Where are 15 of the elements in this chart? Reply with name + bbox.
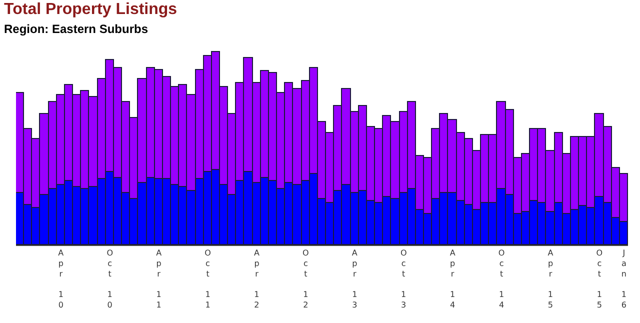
category-label: Jan 16 [621, 248, 626, 310]
category-label: Oct 13 [400, 248, 407, 310]
category-label: Apr 15 [548, 248, 554, 310]
category-label: Oct 14 [498, 248, 505, 310]
category-label: Oct 10 [106, 248, 113, 310]
category-label: Oct 15 [596, 248, 603, 310]
chart-title: Total Property Listings [4, 1, 178, 18]
category-label: Apr 12 [254, 248, 260, 310]
category-label: Apr 10 [58, 248, 64, 310]
chart-subtitle: Region: Eastern Suburbs [4, 22, 148, 36]
category-label: Oct 11 [204, 248, 211, 310]
category-label: Oct 12 [302, 248, 309, 310]
category-label: Apr 13 [352, 248, 358, 310]
category-label: Apr 14 [450, 248, 456, 310]
category-label: Apr 11 [156, 248, 162, 310]
